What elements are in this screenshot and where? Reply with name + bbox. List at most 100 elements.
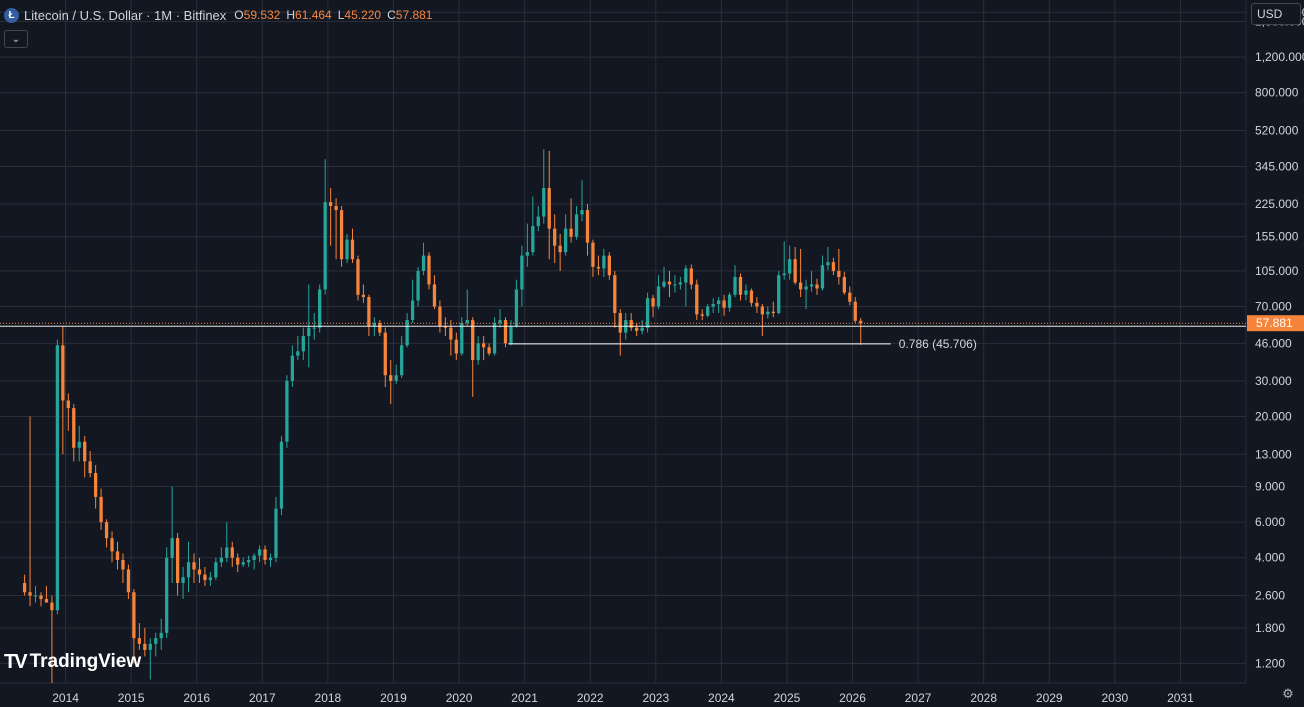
candle-body bbox=[356, 259, 360, 295]
candles-layer bbox=[22, 149, 863, 683]
candle-body bbox=[110, 538, 114, 552]
candle-body bbox=[28, 592, 32, 596]
candle-body bbox=[640, 327, 644, 331]
candle-body bbox=[798, 282, 803, 290]
candle-body bbox=[137, 638, 141, 644]
candle-body bbox=[449, 327, 453, 340]
candle-body bbox=[645, 298, 650, 328]
candle-body bbox=[684, 268, 688, 283]
y-tick-label: 345.000 bbox=[1255, 160, 1299, 174]
candle-body bbox=[186, 562, 191, 578]
candle-body bbox=[274, 508, 278, 558]
candle-body bbox=[421, 255, 426, 271]
symbol-title[interactable]: Litecoin / U.S. Dollar · 1M · Bitfinex bbox=[24, 7, 227, 23]
currency-selector[interactable]: USD bbox=[1251, 3, 1301, 25]
candle-body bbox=[72, 408, 76, 448]
candle-body bbox=[438, 306, 442, 327]
candle-body bbox=[394, 375, 398, 381]
x-tick-label: 2023 bbox=[642, 691, 669, 705]
litecoin-logo-icon: Ł bbox=[4, 7, 19, 23]
candle-body bbox=[55, 345, 60, 611]
candle-body bbox=[214, 562, 218, 578]
candle-body bbox=[738, 276, 743, 295]
candle-body bbox=[99, 496, 103, 523]
candle-body bbox=[208, 577, 213, 581]
candle-body bbox=[339, 210, 344, 260]
candle-body bbox=[307, 327, 311, 337]
gear-icon[interactable]: ⚙ bbox=[1282, 686, 1294, 701]
candle-body bbox=[673, 284, 677, 286]
candle-body bbox=[143, 643, 147, 650]
collapse-legend-button[interactable]: ⌄ bbox=[4, 30, 28, 48]
candle-body bbox=[230, 547, 234, 558]
x-tick-label: 2019 bbox=[380, 691, 407, 705]
x-tick-label: 2030 bbox=[1101, 691, 1128, 705]
candle-body bbox=[66, 400, 70, 409]
candle-body bbox=[733, 276, 737, 295]
candle-body bbox=[88, 461, 92, 474]
candle-body bbox=[482, 343, 486, 348]
candle-body bbox=[815, 284, 819, 289]
open-key: O bbox=[234, 8, 244, 22]
candle-body bbox=[132, 592, 136, 639]
candle-body bbox=[711, 304, 715, 307]
candle-body bbox=[22, 582, 27, 593]
candle-body bbox=[334, 206, 338, 211]
candle-body bbox=[585, 210, 590, 243]
x-tick-label: 2017 bbox=[249, 691, 276, 705]
high-value: 61.464 bbox=[295, 8, 332, 22]
open-value: 59.532 bbox=[243, 8, 281, 22]
y-tick-label: 155.000 bbox=[1255, 230, 1299, 244]
candle-body bbox=[749, 290, 754, 303]
candle-body bbox=[476, 343, 480, 361]
candle-body bbox=[400, 345, 404, 376]
y-tick-label: 9.000 bbox=[1255, 480, 1285, 494]
candle-body bbox=[192, 562, 196, 570]
candle-body bbox=[558, 245, 562, 253]
candle-body bbox=[514, 289, 519, 327]
x-tick-label: 2024 bbox=[708, 691, 735, 705]
candle-body bbox=[651, 298, 655, 307]
candle-body bbox=[279, 441, 284, 509]
tradingview-logo[interactable]: TV TradingView bbox=[4, 650, 141, 674]
levels-layer: 0.786 (45.706) bbox=[0, 322, 1246, 351]
high-key: H bbox=[286, 8, 296, 22]
candle-body bbox=[706, 306, 710, 316]
candle-body bbox=[93, 473, 98, 497]
candle-body bbox=[777, 275, 781, 314]
candle-body bbox=[667, 281, 672, 285]
candle-body bbox=[793, 259, 797, 283]
candle-body bbox=[148, 643, 152, 650]
candle-body bbox=[859, 320, 863, 324]
candle-body bbox=[203, 574, 207, 581]
candle-body bbox=[656, 286, 661, 307]
candle-body bbox=[520, 255, 524, 290]
x-tick-label: 2014 bbox=[52, 691, 79, 705]
x-tick-label: 2028 bbox=[970, 691, 997, 705]
candle-body bbox=[318, 289, 322, 328]
candle-body bbox=[410, 300, 415, 321]
y-tick-label: 105.000 bbox=[1255, 264, 1299, 278]
candle-body bbox=[345, 239, 349, 260]
y-tick-label: 30.000 bbox=[1255, 374, 1292, 388]
candle-body bbox=[165, 557, 169, 633]
candle-body bbox=[39, 595, 43, 599]
candle-body bbox=[83, 441, 87, 462]
candle-body bbox=[181, 577, 185, 583]
candle-body bbox=[236, 557, 240, 565]
candle-body bbox=[301, 336, 305, 352]
time-axis[interactable]: 2014 2015 2016 2017 2018 2019 2020 2021 2022 2023… bbox=[52, 691, 1194, 705]
y-tick-label: 1.200 bbox=[1255, 656, 1285, 670]
candle-body bbox=[788, 259, 792, 274]
candle-body bbox=[154, 638, 158, 644]
candle-body bbox=[766, 311, 770, 315]
candle-body bbox=[760, 306, 764, 315]
candle-body bbox=[225, 547, 229, 558]
candle-body bbox=[569, 228, 573, 237]
candle-body bbox=[77, 441, 81, 448]
x-tick-label: 2031 bbox=[1167, 691, 1194, 705]
candle-body bbox=[689, 268, 693, 285]
candle-body bbox=[367, 297, 371, 327]
